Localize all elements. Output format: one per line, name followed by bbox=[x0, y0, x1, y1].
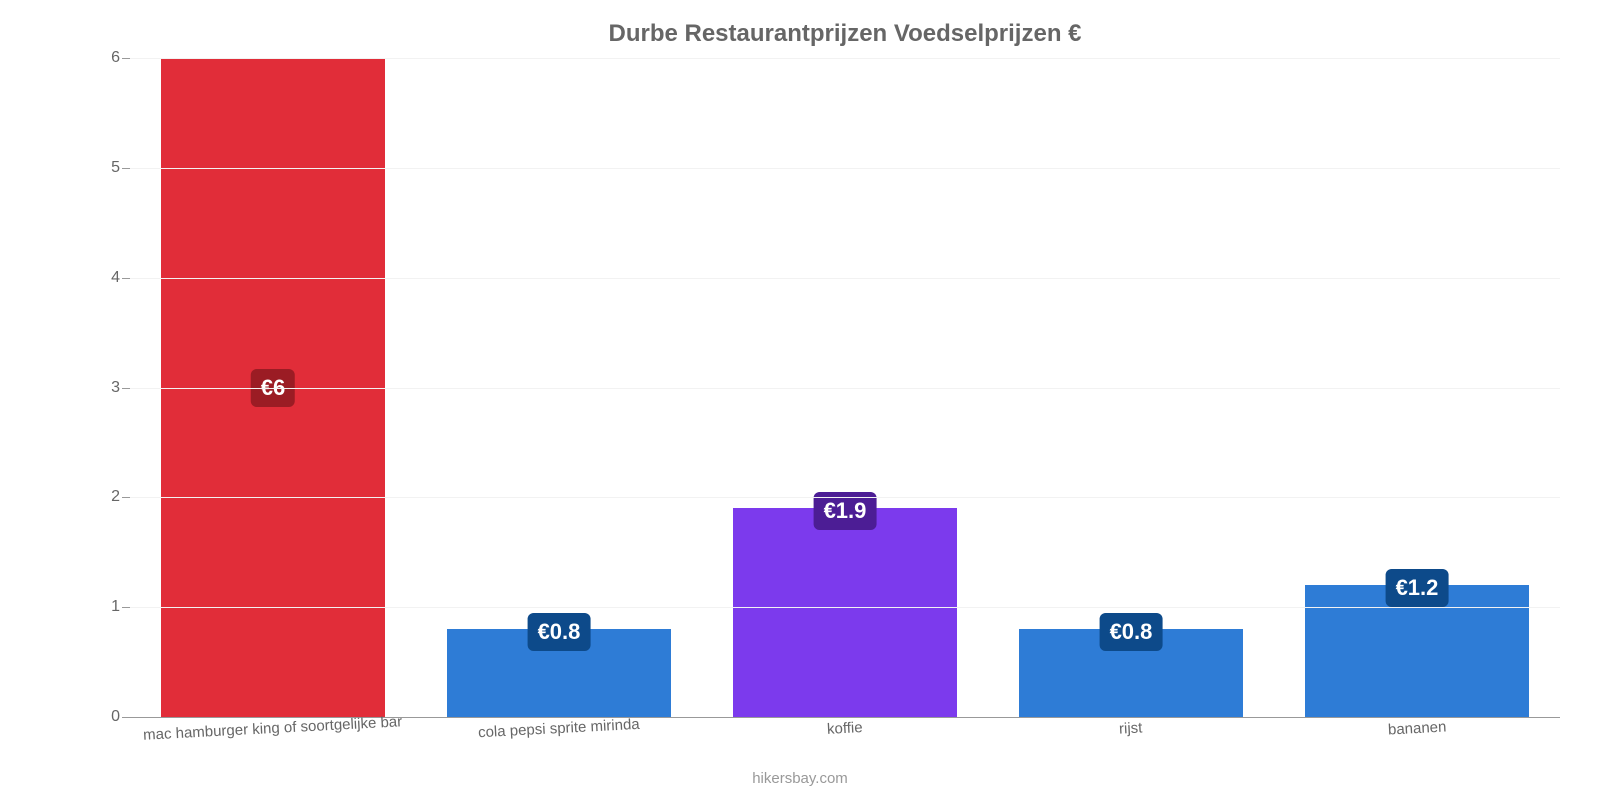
bar-value-badge: €0.8 bbox=[528, 613, 591, 651]
x-axis-label: bananen bbox=[1387, 718, 1446, 738]
y-tick-label: 0 bbox=[111, 708, 130, 726]
y-tick-label: 4 bbox=[111, 269, 130, 287]
x-label-slot: mac hamburger king of soortgelijke bar bbox=[130, 720, 416, 737]
x-label-slot: koffie bbox=[702, 720, 988, 737]
x-label-slot: cola pepsi sprite mirinda bbox=[416, 720, 702, 737]
x-axis-label: koffie bbox=[827, 719, 863, 738]
bar: €0.8 bbox=[1019, 629, 1242, 717]
bar: €1.2 bbox=[1305, 585, 1528, 717]
gridline bbox=[130, 58, 1560, 59]
bar-value-badge: €0.8 bbox=[1100, 613, 1163, 651]
gridline bbox=[130, 388, 1560, 389]
y-tick-label: 2 bbox=[111, 488, 130, 506]
plot-area: €6€0.8€1.9€0.8€1.2 0123456 bbox=[130, 58, 1560, 718]
x-axis-label: rijst bbox=[1119, 719, 1143, 737]
y-tick-label: 3 bbox=[111, 379, 130, 397]
bar-value-badge: €1.2 bbox=[1386, 569, 1449, 607]
y-tick-label: 1 bbox=[111, 598, 130, 616]
gridline bbox=[130, 497, 1560, 498]
x-axis-label: cola pepsi sprite mirinda bbox=[478, 716, 640, 741]
gridline bbox=[130, 607, 1560, 608]
chart-title: Durbe Restaurantprijzen Voedselprijzen € bbox=[130, 20, 1560, 48]
x-label-slot: bananen bbox=[1274, 720, 1560, 737]
bar: €0.8 bbox=[447, 629, 670, 717]
gridline bbox=[130, 168, 1560, 169]
chart-credit: hikersbay.com bbox=[0, 770, 1600, 787]
y-tick-label: 5 bbox=[111, 159, 130, 177]
price-bar-chart: Durbe Restaurantprijzen Voedselprijzen €… bbox=[0, 0, 1600, 800]
y-tick-label: 6 bbox=[111, 49, 130, 67]
x-label-slot: rijst bbox=[988, 720, 1274, 737]
x-axis-labels: mac hamburger king of soortgelijke barco… bbox=[130, 720, 1560, 737]
bar: €1.9 bbox=[733, 508, 956, 717]
gridline bbox=[130, 278, 1560, 279]
